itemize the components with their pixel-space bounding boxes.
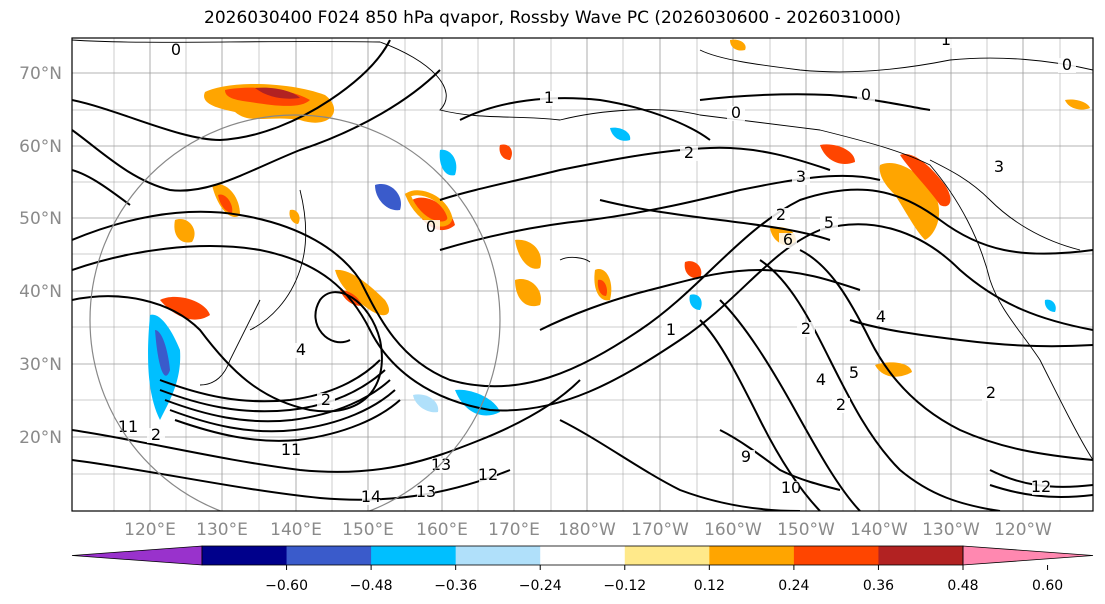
contour-label: 11 [118,417,138,436]
contour-label: 3 [796,167,806,186]
colorbar-tick-label: 0.24 [778,578,809,594]
contour-label: 11 [281,440,301,459]
lat-label: 70°N [19,64,62,84]
lon-label: 130°W [922,520,980,540]
contour-label: 2 [684,143,694,162]
lat-label: 40°N [19,282,62,302]
lat-label: 30°N [19,355,62,375]
lon-label: 140°E [270,520,322,540]
contour-label: 5 [849,363,859,382]
contour-label: 1 [941,30,951,49]
lon-label: 130°E [196,520,248,540]
colorbar-bin [709,546,795,565]
colorbar-bin [878,546,964,565]
contour-label: 0 [731,103,741,122]
colorbar-bin [793,546,879,565]
colorbar-bin [371,546,457,565]
lat-label: 20°N [19,428,62,448]
contour-label: 2 [836,395,846,414]
contour-label: 2 [801,319,811,338]
lon-label: 170°E [488,520,540,540]
colorbar-bin [540,546,626,565]
map-title: 2026030400 F024 850 hPa qvapor, Rossby W… [204,8,901,28]
colorbar-bin [624,546,710,565]
lon-label: 180°W [558,520,616,540]
colorbar-tick-label: −0.36 [434,578,477,594]
contour-label: 2 [151,425,161,444]
lon-label: 140°W [850,520,908,540]
contour-label: 6 [783,230,793,249]
contour-label: 4 [816,370,826,389]
contour-label: 2 [776,205,786,224]
colorbar-tick-label: 0.60 [1032,578,1063,594]
contour-label: 14 [361,487,381,506]
colorbar-tick-label: −0.24 [519,578,562,594]
range-ring [89,114,501,511]
colorbar-extend-high [962,545,1094,566]
contour-label: 1 [544,88,554,107]
contour-label: 12 [1031,477,1051,496]
contour-label: 5 [824,213,834,232]
colorbar-bin [202,546,288,565]
contour-label: 2 [321,390,331,409]
contour-label: 3 [994,157,1004,176]
contour-label: 12 [478,465,498,484]
lon-label: 120°W [994,520,1052,540]
lon-label: 150°E [342,520,394,540]
contour-label: 0 [171,40,181,59]
rossby-wave-contours [72,39,1093,511]
colorbar: −0.60 −0.48 −0.36 −0.24 −0.12 0.12 0.24 0.36 0.4… [71,545,1094,594]
lon-label: 170°W [631,520,689,540]
colorbar-tick-label: 0.48 [947,578,978,594]
contour-label: 0 [426,217,436,236]
lon-label: 120°E [124,520,176,540]
colorbar-bin [455,546,541,565]
map-frame [71,37,1094,512]
longitude-labels: 120°E 130°E 140°E 150°E 160°E 170°E 180°W 170°W… [124,520,1052,540]
contour-label: 0 [1062,55,1072,74]
colorbar-tick-label: −0.60 [265,578,308,594]
qvapor-shading [148,39,1090,420]
contour-label: 4 [296,340,306,359]
contour-label: 0 [861,85,871,104]
lon-label: 160°E [416,520,468,540]
colorbar-tick-label: 0.36 [863,578,894,594]
lon-label: 160°W [704,520,762,540]
colorbar-bin [286,546,372,565]
contour-label: 9 [741,447,751,466]
lat-label: 60°N [19,137,62,157]
contour-label: 13 [416,482,436,501]
contour-label: 2 [986,383,996,402]
colorbar-tick-label: 0.12 [694,578,725,594]
colorbar-tick-label: −0.12 [603,578,646,594]
lat-label: 50°N [19,209,62,229]
coastlines [72,39,1093,461]
contour-label: 4 [876,307,886,326]
contour-label: 1 [666,320,676,339]
lon-label: 150°W [777,520,835,540]
colorbar-tick-label: −0.48 [350,578,393,594]
latitude-labels: 70°N 60°N 50°N 40°N 30°N 20°N [19,64,62,448]
contour-label: 10 [781,478,801,497]
colorbar-extend-low [71,545,203,566]
